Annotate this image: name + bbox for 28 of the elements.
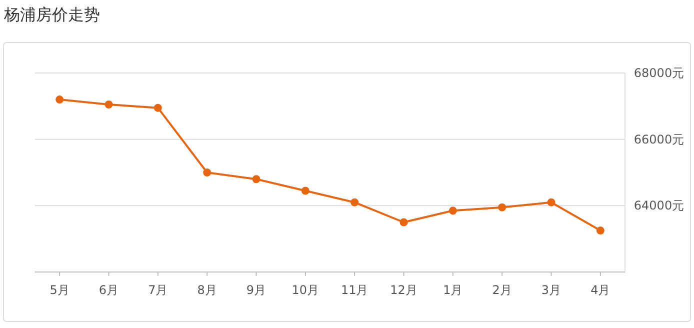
point [301, 186, 310, 195]
x-tick-label: 4月 [590, 283, 610, 297]
y-tick-label: 68000元 [634, 66, 684, 80]
x-tick-label: 11月 [340, 283, 368, 297]
y-tick-label: 64000元 [634, 198, 684, 213]
point [350, 198, 359, 206]
x-tick-label: 1月 [443, 283, 463, 297]
chart-title: 杨浦房价走势 [3, 5, 100, 24]
point [596, 226, 604, 235]
x-tick-label: 3月 [541, 283, 562, 297]
x-tick-label: 2月 [492, 283, 512, 297]
point [154, 104, 162, 112]
point [252, 175, 260, 184]
point [498, 203, 506, 212]
point [56, 96, 64, 104]
point [203, 168, 212, 176]
x-tick-label: 10月 [292, 283, 320, 297]
point [400, 218, 408, 226]
x-tick-label: 12月 [390, 283, 418, 297]
x-tick-label: 9月 [246, 283, 266, 297]
point [104, 100, 113, 109]
x-tick-label: 8月 [197, 283, 217, 297]
point [547, 198, 556, 206]
point [448, 206, 457, 215]
x-tick-label: 5月 [50, 283, 70, 297]
y-tick-label: 66000元 [634, 132, 684, 146]
x-tick-label: 6月 [98, 283, 119, 297]
x-tick-label: 7月 [148, 283, 168, 297]
